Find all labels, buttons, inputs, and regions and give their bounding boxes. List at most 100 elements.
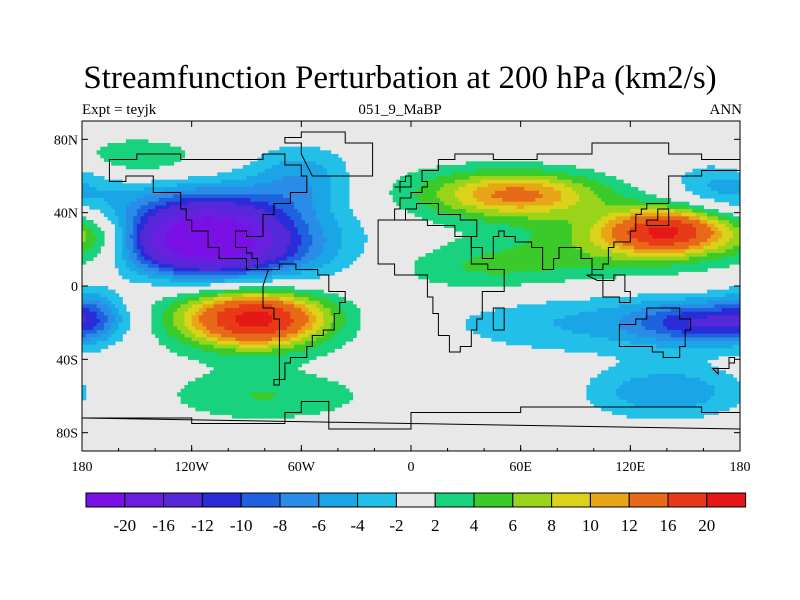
contour-cell xyxy=(454,194,474,199)
contour-cell xyxy=(710,234,723,239)
contour-cell xyxy=(235,337,273,342)
contour-cell xyxy=(82,293,101,298)
contour-cell xyxy=(714,385,740,390)
contour-cell xyxy=(162,319,174,324)
contour-cell xyxy=(253,396,273,401)
contour-cell xyxy=(323,234,343,239)
contour-cell xyxy=(118,223,127,228)
contour-cell xyxy=(626,330,657,335)
contour-cell xyxy=(304,300,321,305)
contour-cell xyxy=(155,205,171,210)
contour-cell xyxy=(184,311,196,316)
contour-cell xyxy=(615,216,631,221)
contour-cell xyxy=(345,311,361,316)
contour-cell xyxy=(184,260,237,265)
contour-cell xyxy=(436,190,456,195)
contour-cell xyxy=(82,304,98,309)
contour-cell xyxy=(118,326,131,331)
contour-cell xyxy=(188,176,248,181)
colorbar-swatch xyxy=(473,492,514,508)
contour-cell xyxy=(392,183,423,188)
contour-cell xyxy=(195,187,313,192)
contour-cell xyxy=(129,278,171,283)
contour-cell xyxy=(601,234,613,239)
contour-cell xyxy=(407,209,438,214)
contour-cell xyxy=(527,216,602,221)
contour-cell xyxy=(114,319,123,324)
contour-cell xyxy=(107,304,116,309)
contour-cell xyxy=(253,205,277,210)
contour-cell xyxy=(729,201,740,206)
contour-cell xyxy=(144,223,160,228)
contour-cell xyxy=(125,212,138,217)
contour-cell xyxy=(418,256,474,261)
contour-cell xyxy=(122,245,127,250)
contour-cell xyxy=(166,238,259,243)
contour-cell xyxy=(345,315,361,320)
contour-cell xyxy=(82,348,101,353)
contour-cell xyxy=(264,168,328,173)
contour-cell xyxy=(125,165,160,170)
contour-cell xyxy=(162,220,182,225)
contour-cell xyxy=(294,300,306,305)
contour-cell xyxy=(619,359,708,364)
contour-cell xyxy=(615,238,639,243)
contour-cell xyxy=(330,198,350,203)
x-tick-label: 120W xyxy=(175,460,210,475)
contour-cell xyxy=(637,333,672,338)
contour-cell xyxy=(630,311,657,316)
contour-cell xyxy=(272,304,295,309)
contour-cell xyxy=(96,315,109,320)
contour-cell xyxy=(571,227,591,232)
contour-cell xyxy=(531,344,657,349)
contour-cell xyxy=(133,223,138,228)
contour-cell xyxy=(162,311,174,316)
contour-cell xyxy=(169,348,204,353)
contour-cell xyxy=(147,216,167,221)
contour-cell xyxy=(122,315,131,320)
contour-cell xyxy=(326,330,339,335)
contour-cell xyxy=(217,352,288,357)
contour-cell xyxy=(685,374,734,379)
contour-cell xyxy=(626,253,686,258)
contour-cell xyxy=(465,322,555,327)
contour-cell xyxy=(644,326,668,331)
contour-cell xyxy=(454,190,474,195)
contour-cell xyxy=(400,205,430,210)
contour-cell xyxy=(177,293,200,298)
contour-cell xyxy=(677,227,697,232)
contour-cell xyxy=(82,253,98,258)
contour-cell xyxy=(217,311,244,316)
contour-cell xyxy=(334,212,354,217)
contour-cell xyxy=(136,245,145,250)
contour-cell xyxy=(122,275,149,280)
contour-cell xyxy=(220,333,288,338)
contour-cell xyxy=(272,275,321,280)
contour-cell xyxy=(173,267,200,272)
contour-cell xyxy=(714,223,726,228)
x-tick-label: 0 xyxy=(408,460,415,475)
contour-cell xyxy=(637,238,690,243)
contour-cell xyxy=(447,242,525,247)
contour-cell xyxy=(297,209,317,214)
contour-cell xyxy=(725,242,740,247)
contour-cell xyxy=(191,304,204,309)
contour-cell xyxy=(718,190,740,195)
contour-cell xyxy=(133,249,142,254)
contour-cell xyxy=(326,238,343,243)
contour-cell xyxy=(136,231,142,236)
contour-cell xyxy=(392,194,416,199)
contour-cell xyxy=(96,304,109,309)
contour-cell xyxy=(312,293,339,298)
contour-cell xyxy=(133,238,138,243)
contour-cell xyxy=(114,242,123,247)
contour-cell xyxy=(688,319,740,324)
contour-cell xyxy=(685,183,708,188)
colorbar-swatch xyxy=(240,492,281,508)
contour-cell xyxy=(326,168,346,173)
contour-cell xyxy=(619,396,712,401)
contour-cell xyxy=(195,311,204,316)
contour-cell xyxy=(188,201,237,206)
contour-cell xyxy=(151,260,160,265)
contour-cell xyxy=(283,194,313,199)
